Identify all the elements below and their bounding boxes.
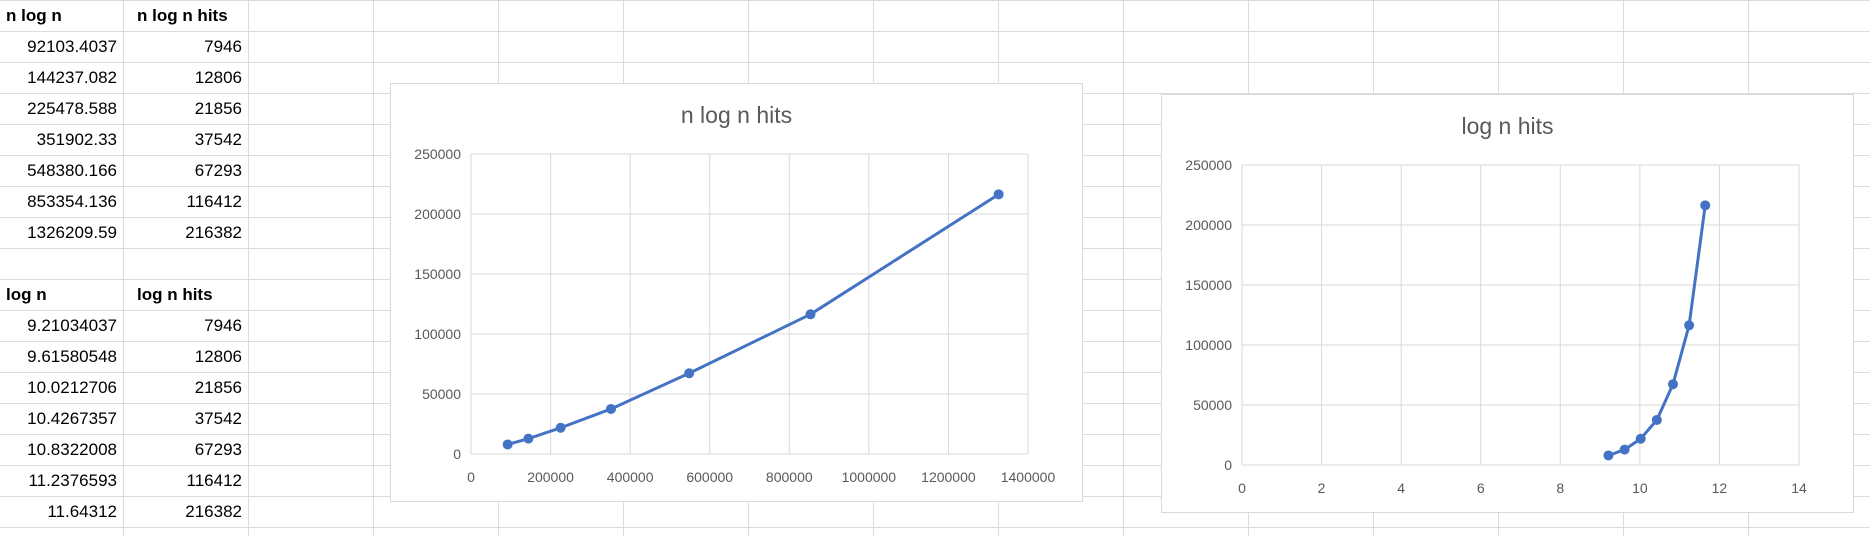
data-point [684, 368, 695, 379]
table-cell[interactable]: 7946 [204, 316, 242, 335]
data-point [993, 189, 1004, 200]
table-cell[interactable]: 351902.33 [36, 130, 117, 149]
x-tick-label: 2 [1318, 480, 1326, 496]
table-cell[interactable]: 67293 [194, 440, 242, 459]
data-point [523, 433, 534, 444]
y-tick-label: 250000 [414, 146, 461, 162]
y-tick-label: 250000 [1185, 157, 1232, 173]
table-cell[interactable]: 7946 [204, 37, 242, 56]
x-tick-label: 1000000 [842, 469, 897, 485]
y-tick-label: 100000 [414, 326, 461, 342]
table-cell[interactable]: 12806 [194, 347, 242, 366]
x-tick-label: 1400000 [1001, 469, 1056, 485]
y-tick-label: 50000 [1193, 397, 1232, 413]
chart-plot-area: 0 50000 100000 150000 200000 250000 0 2 4 6 8 10 12 1… [1185, 157, 1807, 496]
data-point [1603, 450, 1614, 461]
x-tick-label: 0 [467, 469, 475, 485]
table-cell[interactable]: 10.0212706 [27, 378, 117, 397]
data-point [1651, 414, 1662, 425]
y-tick-label: 100000 [1185, 337, 1232, 353]
table-cell[interactable]: 853354.136 [27, 192, 117, 211]
column-header-nlogn-hits[interactable]: n log n hits [137, 6, 228, 25]
chart-title: n log n hits [680, 102, 793, 128]
series-line [507, 193, 1000, 446]
chart-logn-hits[interactable]: log n hits 0 50000 100000 150000 200000 25000… [1161, 94, 1854, 513]
x-tick-label: 12 [1712, 480, 1728, 496]
x-tick-label: 6 [1477, 480, 1485, 496]
column-header-logn[interactable]: log n [6, 285, 47, 304]
table-cell[interactable]: 216382 [185, 223, 242, 242]
x-tick-label: 0 [1238, 480, 1246, 496]
x-tick-label: 14 [1791, 480, 1807, 496]
x-tick-label: 200000 [527, 469, 574, 485]
table-cell[interactable]: 11.2376593 [28, 471, 117, 490]
y-tick-label: 200000 [414, 206, 461, 222]
data-point [1619, 444, 1630, 455]
x-tick-label: 8 [1556, 480, 1564, 496]
table-cell[interactable]: 92103.4037 [27, 37, 117, 56]
chart-plot-area: 0 50000 100000 150000 200000 250000 0 200000 400… [414, 146, 1056, 485]
column-header-logn-hits[interactable]: log n hits [137, 285, 213, 304]
data-point [502, 439, 513, 450]
data-point [606, 403, 617, 414]
data-point [1667, 379, 1678, 390]
data-point [1684, 320, 1695, 331]
chart-title: log n hits [1461, 113, 1554, 139]
table-cell[interactable]: 10.8322008 [27, 440, 117, 459]
table-cell[interactable]: 37542 [194, 409, 242, 428]
table-cell[interactable]: 10.4267357 [27, 409, 117, 428]
data-point [1635, 433, 1646, 444]
table-cell[interactable]: 548380.166 [27, 161, 117, 180]
data-point [805, 309, 816, 320]
chart-nlogn-hits[interactable]: n log n hits 0 50000 100000 150000 200000 250… [390, 83, 1083, 502]
y-tick-label: 150000 [1185, 277, 1232, 293]
x-tick-label: 400000 [607, 469, 654, 485]
table-cell[interactable]: 12806 [194, 68, 242, 87]
y-tick-label: 0 [453, 446, 461, 462]
x-tick-label: 600000 [686, 469, 733, 485]
x-tick-label: 10 [1632, 480, 1648, 496]
table-cell[interactable]: 9.21034037 [27, 316, 117, 335]
table-cell[interactable]: 37542 [194, 130, 242, 149]
column-header-nlogn[interactable]: n log n [6, 6, 62, 25]
table-cell[interactable]: 1326209.59 [27, 223, 117, 242]
table-cell[interactable]: 216382 [185, 502, 242, 521]
table-cell[interactable]: 225478.588 [27, 99, 117, 118]
table-cell[interactable]: 116412 [186, 192, 242, 211]
table-cell[interactable]: 116412 [186, 471, 242, 490]
y-tick-label: 0 [1224, 457, 1232, 473]
table-cell[interactable]: 67293 [194, 161, 242, 180]
table-cell[interactable]: 11.64312 [47, 502, 117, 521]
y-tick-label: 50000 [422, 386, 461, 402]
x-tick-label: 800000 [766, 469, 813, 485]
y-tick-label: 200000 [1185, 217, 1232, 233]
table-cell[interactable]: 9.61580548 [27, 347, 117, 366]
table-cell[interactable]: 144237.082 [27, 68, 117, 87]
table-cell[interactable]: 21856 [194, 378, 242, 397]
data-point [1700, 200, 1711, 211]
data-point [555, 422, 566, 433]
x-tick-label: 4 [1397, 480, 1405, 496]
x-tick-label: 1200000 [921, 469, 976, 485]
y-tick-label: 150000 [414, 266, 461, 282]
table-cell[interactable]: 21856 [194, 99, 242, 118]
